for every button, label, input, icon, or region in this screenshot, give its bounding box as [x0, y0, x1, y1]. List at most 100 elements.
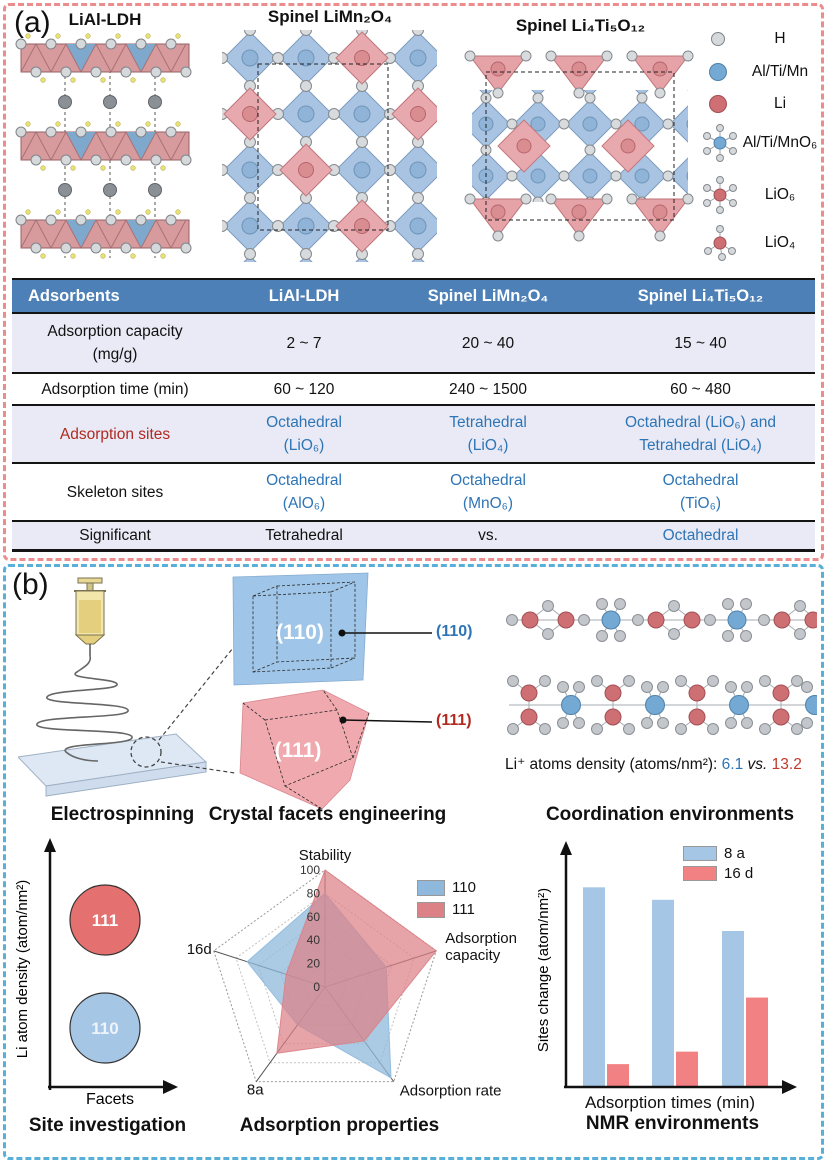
lto-title: Spinel Li₄Ti₅O₁₂ — [515, 16, 646, 35]
legend-label: LiO₄ — [764, 234, 796, 251]
svg-text:Adsorption rate: Adsorption rate — [400, 1083, 502, 1100]
octahedron-cluster-red-icon — [703, 176, 737, 214]
legend-label: H — [774, 30, 786, 47]
legend-label-8a: 8 a — [724, 845, 745, 862]
facet-111-shape: (111) — [239, 689, 370, 810]
table-row-adsorption-sites: Adsorption sites Octahedral (LiO₆) Tetrah… — [12, 406, 815, 464]
facet-110-face-label: (110) — [276, 621, 324, 644]
table-row-time: Adsorption time (min) 60 ~ 120 240 ~ 150… — [12, 374, 815, 406]
legend-label: Li — [773, 95, 787, 112]
legend-label-16d: 16 d — [724, 865, 754, 882]
atom-legend: H Al/Ti/Mn Li Al/Ti/MnO₆ LiO₆ — [700, 10, 820, 261]
density-value-111: 13.2 — [771, 756, 802, 773]
nmr-bar-chart: Sites change (atom/nm²) — [538, 841, 797, 1094]
legend-item-h: H — [700, 28, 786, 50]
table-row-significant: Significant Tetrahedral vs. Octahedral — [12, 522, 815, 549]
bar-8a-g3 — [722, 931, 744, 1087]
bar-legend: 8 a 16 d — [683, 845, 753, 887]
fiber-coil — [36, 655, 133, 762]
li-atom-icon — [709, 95, 727, 113]
svg-text:8a: 8a — [247, 1082, 264, 1099]
facet-111-callout-label: (111) — [436, 712, 472, 729]
panel-b-label: (b) — [12, 568, 49, 601]
adsorbents-table: Adsorbents LiAl-LDH Spinel LiMn₂O₄ Spine… — [12, 278, 815, 552]
svg-text:40: 40 — [307, 933, 321, 947]
x-axis-arrow — [163, 1080, 178, 1094]
molecule-chain-111 — [507, 675, 817, 735]
lto-unit-cell — [485, 71, 675, 221]
legend-item-lio6: LiO₆ — [700, 172, 795, 218]
facet-111-point-label: 111 — [92, 911, 119, 930]
ldh-title: LiAl-LDH — [68, 10, 142, 29]
svg-text:60: 60 — [307, 910, 321, 924]
facet-callouts — [338, 629, 433, 724]
zoom-circle — [130, 736, 162, 768]
legend-swatch-110 — [417, 879, 445, 896]
facet-110-shape: (110) — [232, 572, 369, 686]
heading-site-investigation: Site investigation — [28, 1115, 187, 1136]
svg-text:0: 0 — [313, 980, 320, 994]
svg-text:20: 20 — [307, 957, 321, 971]
legend-item-lio4: LiO₄ — [700, 222, 795, 264]
coordination-chains — [506, 598, 817, 735]
bar-8a-g1 — [583, 887, 605, 1087]
table-header-ldh: LiAl-LDH — [268, 286, 340, 305]
heading-nmr-environments: NMR environments — [585, 1113, 760, 1134]
li-density-caption: Li⁺ atoms density (atoms/nm²): 6.1 vs. 1… — [505, 755, 823, 774]
x-axis-arrow — [782, 1080, 797, 1094]
facet-110-callout-label: (110) — [436, 623, 473, 640]
table-header-lto: Spinel Li₄Ti₅O₁₂ — [637, 286, 764, 305]
panel-a-label: (a) — [14, 6, 51, 39]
zoom-guide-upper — [158, 647, 234, 741]
density-value-110: 6.1 — [721, 756, 744, 773]
legend-label: LiO₆ — [764, 186, 796, 203]
heading-coordination: Coordination environments — [545, 804, 795, 825]
lto-li-tetrahedra-mid — [497, 119, 655, 173]
svg-text:Stability: Stability — [299, 847, 352, 864]
legend-swatch-111 — [417, 901, 445, 918]
density-vs: vs. — [747, 756, 768, 773]
lto-li-tetrahedra-bottom — [464, 193, 694, 242]
svg-text:100: 100 — [300, 863, 320, 877]
y-axis-arrow — [560, 841, 572, 855]
ldh-structure — [15, 33, 192, 259]
legend-swatch-8a — [683, 846, 717, 861]
callout-line-111 — [342, 719, 433, 723]
lmo-title: Spinel LiMn₂O₄ — [267, 7, 393, 26]
bar-16d-g1 — [607, 1064, 629, 1087]
zoom-guide-lower — [160, 761, 236, 774]
table-header-row: Adsorbents LiAl-LDH Spinel LiMn₂O₄ Spine… — [12, 280, 815, 314]
interlayer-water-spheres — [58, 95, 162, 197]
bar-ylabel: Sites change (atom/nm²) — [538, 888, 552, 1052]
bar-8a-g2 — [652, 899, 674, 1087]
facet-110-point — [69, 992, 141, 1064]
y-axis-arrow — [44, 838, 56, 852]
legend-label-111: 111 — [452, 901, 475, 918]
heading-adsorption-properties: Adsorption properties — [239, 1115, 440, 1136]
svg-text:80: 80 — [307, 886, 321, 900]
bar-xlabel: Adsorption times (min) — [584, 1093, 756, 1112]
legend-label: Al/Ti/Mn — [751, 63, 809, 80]
table-row-skeleton-sites: Skeleton sites Octahedral (AlO₆) Octahedr… — [12, 464, 815, 522]
table-header-lmo: Spinel LiMn₂O₄ — [427, 286, 549, 305]
legend-label-110: 110 — [452, 879, 476, 896]
octahedron-cluster-blue-icon — [703, 124, 737, 162]
facet-111-face-label: (111) — [275, 739, 322, 762]
facet-110-point-label: 110 — [91, 1019, 118, 1038]
density-prefix: Li⁺ atoms density (atoms/nm²): — [505, 756, 718, 773]
h-atom-icon — [711, 32, 725, 46]
molecule-chain-110 — [506, 598, 817, 642]
facet-111-point — [69, 884, 141, 956]
svg-text:16d: 16d — [187, 941, 212, 958]
heading-crystal-facets: Crystal facets engineering — [208, 804, 447, 825]
syringe-icon — [74, 577, 106, 656]
crystal-facet-shapes: (110) (111) — [232, 572, 370, 810]
lto-li-tetrahedra-top — [464, 50, 694, 99]
bar-16d-g3 — [746, 997, 768, 1087]
legend-label: Al/Ti/MnO₆ — [742, 134, 818, 151]
table-row-capacity: Adsorption capacity (mg/g) 2 ~ 7 20 ~ 40 … — [12, 314, 815, 374]
lmo-unit-cell — [257, 63, 389, 231]
